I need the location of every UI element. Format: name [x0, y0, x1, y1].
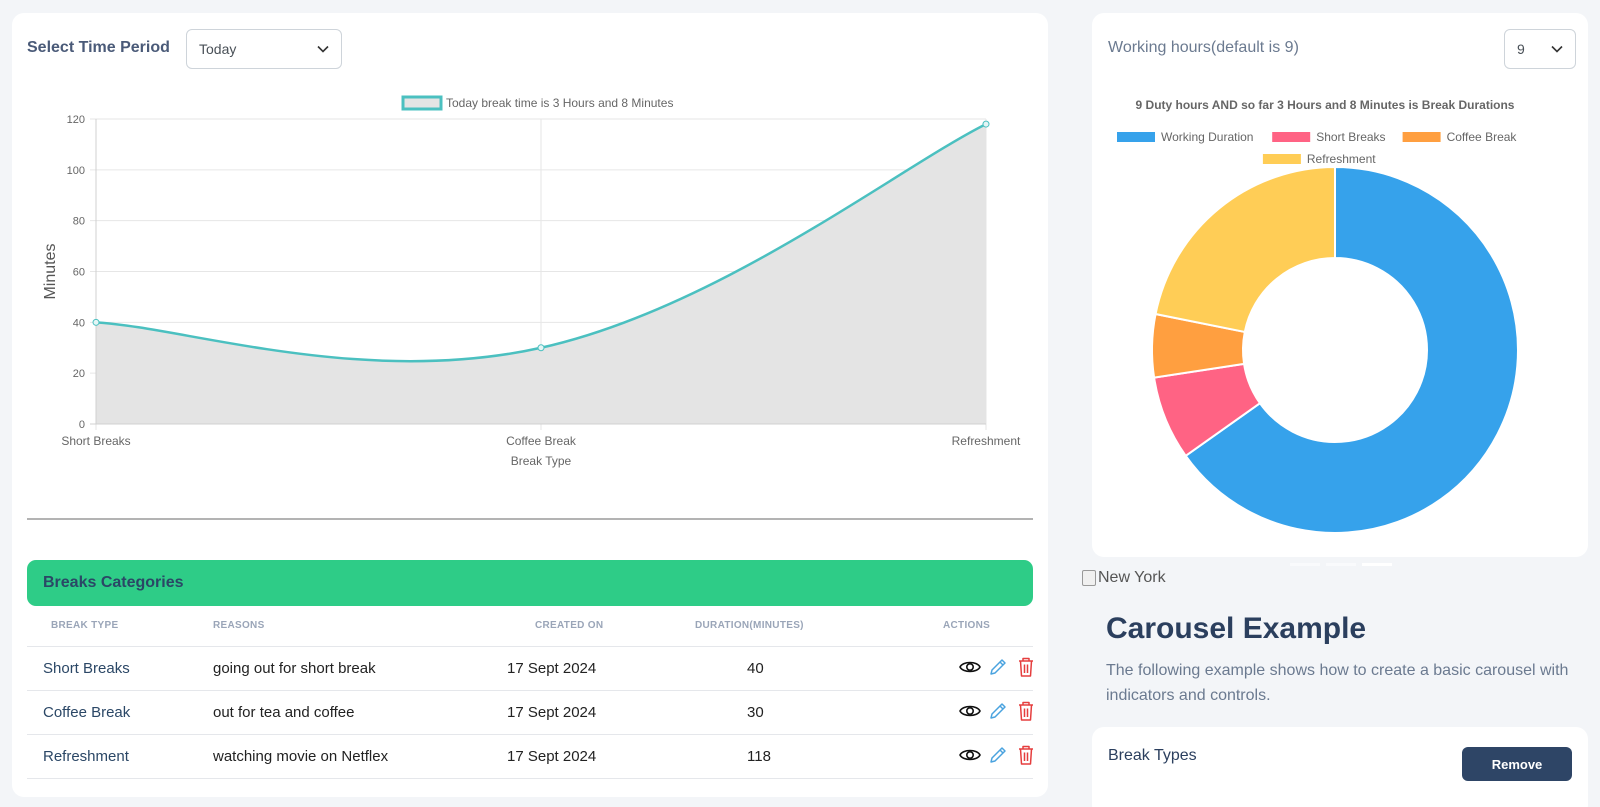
duty-hours-donut-chart: 9 Duty hours AND so far 3 Hours and 8 Mi…	[1117, 98, 1519, 534]
row-actions	[959, 699, 1037, 723]
carousel-image-alt: New York	[1098, 569, 1166, 586]
carousel-indicator-2[interactable]	[1326, 563, 1356, 566]
broken-image-icon	[1082, 570, 1096, 586]
eye-icon[interactable]	[959, 699, 981, 723]
row-actions	[959, 743, 1037, 767]
x-tick-label: Refreshment	[952, 434, 1021, 448]
eye-icon[interactable]	[959, 743, 981, 767]
pencil-icon[interactable]	[987, 655, 1009, 679]
y-tick-label: 60	[73, 267, 85, 279]
time-period-value: Today	[199, 41, 237, 57]
y-tick-label: 100	[67, 165, 85, 177]
y-axis-title: Minutes	[42, 243, 59, 299]
col-actions: ACTIONS	[943, 620, 991, 631]
chevron-down-icon	[1551, 45, 1563, 53]
table-row: Refreshment watching movie on Netflex 17 S…	[27, 735, 1033, 779]
carousel-indicator-3[interactable]	[1362, 563, 1392, 566]
working-hours-value: 9	[1517, 41, 1525, 57]
legend-label: Short Breaks	[1316, 130, 1385, 144]
breaks-categories-header: Breaks Categories	[27, 560, 1033, 606]
break-time-line-chart: 0 20 40 60 80 100 120 Short Breaks Coffee Break R…	[42, 95, 1021, 468]
row-break-type: Refreshment	[43, 748, 129, 765]
data-point[interactable]	[982, 120, 990, 128]
section-divider	[27, 518, 1033, 520]
y-tick-label: 0	[79, 419, 85, 431]
row-break-type: Short Breaks	[43, 660, 130, 677]
carousel-title: Carousel Example	[1106, 612, 1367, 645]
x-tick-label: Short Breaks	[61, 434, 130, 448]
legend-label: Refreshment	[1307, 152, 1376, 166]
row-duration: 118	[747, 748, 771, 765]
y-tick-label: 80	[73, 216, 85, 228]
eye-icon[interactable]	[959, 655, 981, 679]
legend-swatch[interactable]	[1262, 154, 1301, 164]
col-duration: DURATION(MINUTES)	[695, 620, 804, 631]
row-reason: going out for short break	[213, 660, 376, 677]
donut-title: 9 Duty hours AND so far 3 Hours and 8 Mi…	[1136, 98, 1515, 112]
carousel-description: The following example shows how to creat…	[1106, 662, 1569, 704]
legend-label: Today break time is 3 Hours and 8 Minute…	[446, 96, 673, 110]
time-period-label: Select Time Period	[27, 39, 170, 56]
row-actions	[959, 655, 1037, 679]
col-break-type: BREAK TYPE	[51, 620, 119, 631]
remove-button[interactable]: Remove	[1462, 747, 1572, 781]
time-period-select[interactable]: Today	[186, 29, 342, 69]
donut-slice[interactable]	[1154, 165, 1336, 334]
legend-label: Coffee Break	[1447, 130, 1518, 144]
break-analytics-card: Select Time Period Today 0 20 40 60 80 100 120…	[12, 13, 1048, 797]
row-created-on: 17 Sept 2024	[507, 660, 597, 677]
breaks-table: BREAK TYPE REASONS CREATED ON DURATION(M…	[27, 613, 1033, 779]
legend-swatch[interactable]	[1402, 132, 1441, 142]
table-row: Short Breaks going out for short break 17 …	[27, 647, 1033, 691]
x-axis-title: Break Type	[511, 454, 572, 468]
legend-swatch[interactable]	[401, 95, 443, 111]
trash-icon[interactable]	[1015, 743, 1037, 767]
table-header-row: BREAK TYPE REASONS CREATED ON DURATION(M…	[27, 613, 1033, 647]
donut-slice[interactable]	[1184, 165, 1519, 534]
trash-icon[interactable]	[1015, 699, 1037, 723]
y-tick-label: 40	[73, 317, 85, 329]
data-point[interactable]	[537, 344, 545, 352]
working-hours-label: Working hours(default is 9)	[1108, 39, 1299, 56]
pencil-icon[interactable]	[987, 743, 1009, 767]
chevron-down-icon	[317, 45, 329, 53]
area-fill	[96, 124, 986, 425]
y-tick-label: 20	[73, 368, 85, 380]
col-created-on: CREATED ON	[535, 620, 604, 631]
data-point[interactable]	[92, 318, 100, 326]
legend-swatch[interactable]	[1117, 132, 1155, 142]
legend-label: Working Duration	[1161, 130, 1253, 144]
row-reason: watching movie on Netflex	[213, 748, 389, 765]
row-created-on: 17 Sept 2024	[507, 748, 597, 765]
y-tick-label: 120	[67, 114, 85, 126]
pencil-icon[interactable]	[987, 699, 1009, 723]
row-duration: 30	[747, 704, 764, 721]
row-reason: out for tea and coffee	[213, 704, 355, 721]
carousel-indicator-1[interactable]	[1290, 563, 1320, 566]
working-hours-select[interactable]: 9	[1504, 29, 1576, 69]
row-break-type: Coffee Break	[43, 704, 131, 721]
working-hours-card: Working hours(default is 9) 9 9 Duty hou…	[1092, 13, 1588, 557]
carousel-indicators	[1290, 563, 1392, 566]
break-types-title: Break Types	[1108, 747, 1197, 764]
row-created-on: 17 Sept 2024	[507, 704, 597, 721]
legend-swatch[interactable]	[1272, 132, 1311, 142]
break-types-card: Break Types Remove	[1092, 727, 1588, 807]
col-reasons: REASONS	[213, 620, 265, 631]
row-duration: 40	[747, 660, 764, 677]
table-row: Coffee Break out for tea and coffee 17 Sep…	[27, 691, 1033, 735]
trash-icon[interactable]	[1015, 655, 1037, 679]
carousel-image: New York	[1082, 569, 1166, 587]
x-tick-label: Coffee Break	[506, 434, 577, 448]
